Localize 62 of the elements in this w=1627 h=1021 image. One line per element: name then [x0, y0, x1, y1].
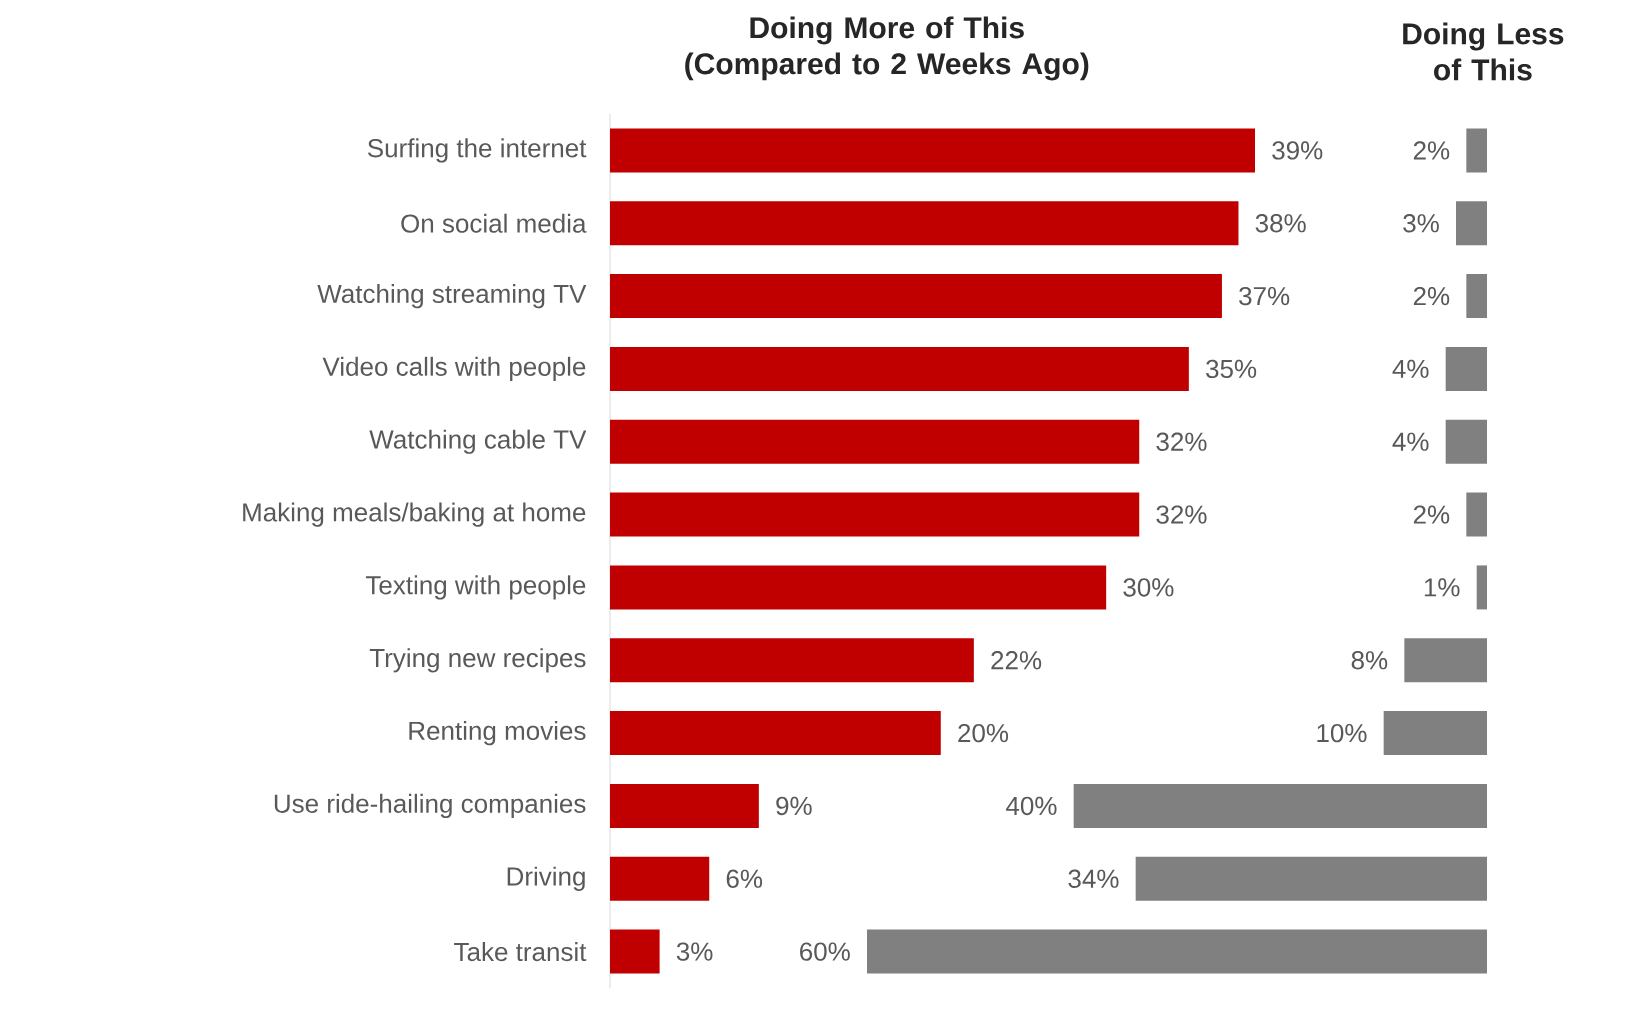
data-label: 32%	[1156, 505, 1207, 524]
y-tick-label: Video calls with people	[322, 356, 586, 382]
data-label: 3%	[1403, 214, 1439, 233]
bar	[1445, 346, 1488, 391]
bar	[1073, 783, 1488, 828]
bar	[610, 929, 660, 974]
data-label: 37%	[1239, 286, 1290, 306]
bar	[1456, 201, 1488, 246]
bar	[610, 346, 1189, 391]
y-tick-label: Take transit	[454, 942, 587, 962]
data-label: 34%	[1068, 869, 1119, 888]
y-tick-label: Trying new recipes	[369, 648, 586, 673]
data-label: 2%	[1413, 141, 1450, 160]
bar	[1445, 419, 1488, 464]
data-label: 1%	[1424, 578, 1460, 597]
bar	[610, 638, 974, 683]
data-label: 39%	[1272, 141, 1323, 160]
y-tick-label: Watching cable TV	[369, 429, 587, 454]
bar	[610, 128, 1256, 173]
y-tick-label: Surfing the internet	[367, 138, 587, 163]
chart-title: Doing Less of This	[1403, 22, 1564, 81]
data-label: 35%	[1206, 359, 1257, 379]
data-label: 38%	[1255, 214, 1306, 233]
bar	[1404, 638, 1488, 683]
data-label: 20%	[958, 723, 1009, 743]
bar	[867, 929, 1488, 974]
y-tick-label: Use ride-hailing companies	[274, 793, 586, 819]
bar	[610, 711, 941, 756]
data-label: 8%	[1351, 651, 1388, 670]
bar	[610, 783, 759, 828]
data-label: 9%	[776, 796, 812, 816]
y-tick-label: On social media	[401, 213, 587, 233]
bar	[1466, 274, 1488, 319]
bar	[1466, 492, 1488, 537]
data-label: 10%	[1317, 723, 1367, 743]
y-tick-label: Texting with people	[365, 575, 586, 600]
data-label: 60%	[800, 942, 850, 961]
bar	[1476, 565, 1488, 610]
bar	[1135, 856, 1488, 901]
bar	[1466, 128, 1488, 173]
bar	[610, 201, 1239, 246]
chart-title: Doing More of This (Compared to 2 Weeks Ago)	[685, 16, 1089, 81]
bar	[610, 565, 1107, 610]
data-label: 4%	[1392, 432, 1429, 451]
data-label: 30%	[1123, 578, 1174, 597]
data-label: 6%	[726, 869, 763, 888]
data-label: 3%	[676, 942, 713, 961]
data-label: 32%	[1156, 432, 1207, 451]
y-tick-label: Making meals/baking at home	[243, 502, 586, 527]
bar	[1383, 711, 1488, 756]
data-label: 4%	[1392, 359, 1429, 379]
y-tick-label: Driving	[507, 866, 585, 891]
bar	[610, 274, 1222, 319]
data-label: 22%	[991, 651, 1042, 670]
bar	[610, 492, 1140, 537]
y-tick-label: Watching streaming TV	[317, 283, 587, 309]
bar	[610, 856, 710, 901]
data-label: 2%	[1413, 286, 1450, 306]
data-label: 2%	[1413, 505, 1450, 524]
data-label: 40%	[1006, 796, 1057, 816]
bar	[610, 419, 1140, 464]
y-tick-label: Renting movies	[409, 720, 586, 746]
